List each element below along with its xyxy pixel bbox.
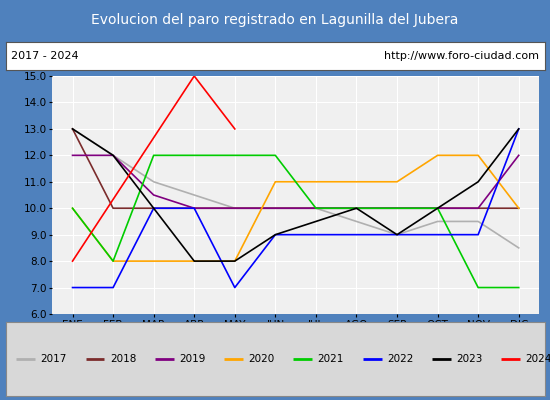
Text: http://www.foro-ciudad.com: http://www.foro-ciudad.com [384, 51, 539, 61]
Text: Evolucion del paro registrado en Lagunilla del Jubera: Evolucion del paro registrado en Lagunil… [91, 13, 459, 27]
Text: 2023: 2023 [456, 354, 483, 364]
Text: 2024: 2024 [526, 354, 550, 364]
Text: 2017 - 2024: 2017 - 2024 [11, 51, 79, 61]
Text: 2020: 2020 [249, 354, 274, 364]
Text: 2022: 2022 [387, 354, 414, 364]
Text: 2019: 2019 [179, 354, 206, 364]
Text: 2017: 2017 [41, 354, 67, 364]
Text: 2021: 2021 [318, 354, 344, 364]
Text: 2018: 2018 [110, 354, 136, 364]
